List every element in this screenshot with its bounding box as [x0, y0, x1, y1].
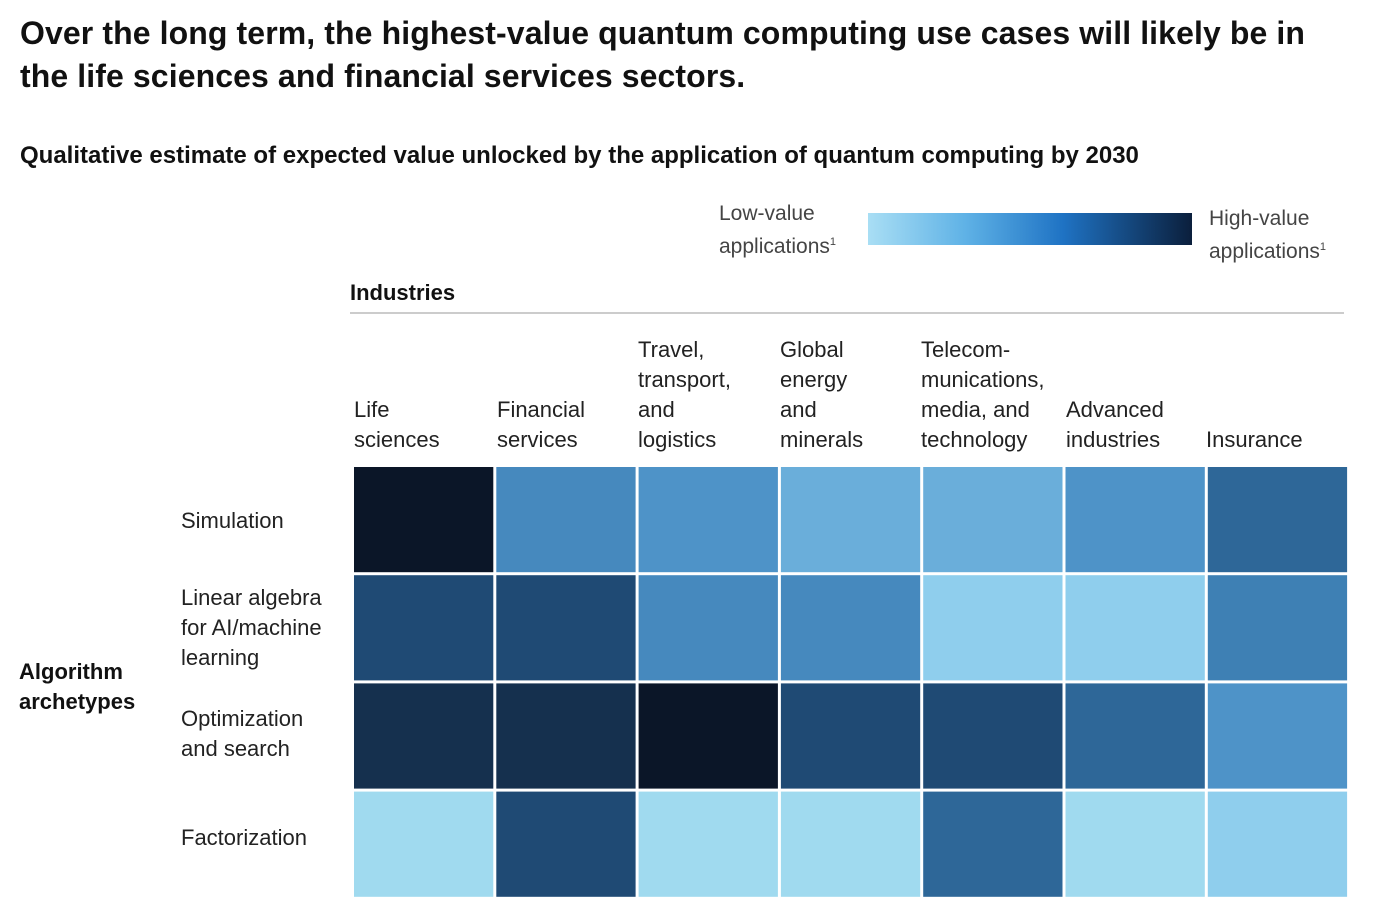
heatmap-cell-simulation-insurance	[1207, 467, 1348, 573]
column-label-financial-services: Financial services	[497, 397, 586, 452]
heatmap-cell-factorization-advanced-industries	[1065, 791, 1205, 897]
heatmap-cell-optimization-life-sciences	[354, 683, 494, 789]
legend-low-footnote: 1	[829, 236, 837, 248]
heatmap-cell-factorization-travel-transport	[638, 791, 778, 897]
archetypes-header: Algorithm archetypes	[19, 659, 136, 714]
heatmap-cell-optimization-financial-services	[496, 683, 636, 789]
heatmap-cell-factorization-telecom-munications	[923, 791, 1063, 897]
legend-gradient-bar	[868, 213, 1192, 245]
heatmap-cell-linear-telecom-munications	[923, 575, 1063, 681]
legend-low-label: Low-value applications1	[719, 200, 836, 261]
heatmap-cell-simulation-global-energy	[780, 467, 921, 573]
column-label-telecom-media-technology: Telecom- munications, media, and technol…	[921, 337, 1045, 452]
row-label-simulation: Simulation	[181, 508, 284, 533]
column-label-life-sciences: Life sciences	[354, 397, 440, 452]
heatmap-cell-factorization-life-sciences	[354, 791, 494, 897]
legend-low-text: Low-value applications	[719, 202, 830, 258]
heatmap-cell-simulation-telecom-munications	[923, 467, 1063, 573]
industries-header: Industries	[350, 280, 456, 305]
column-label-travel-transport-logistics: Travel, transport, and logistics	[638, 337, 731, 452]
heatmap-cell-linear-financial-services	[496, 575, 636, 681]
heatmap-cell-simulation-life-sciences	[354, 467, 494, 573]
heatmap-cell-optimization-insurance	[1207, 683, 1348, 789]
column-label-insurance: Insurance	[1206, 427, 1303, 452]
row-label-factorization: Factorization	[181, 825, 307, 850]
heatmap-cell-factorization-global-energy	[780, 791, 921, 897]
heatmap-cell-optimization-travel-transport	[638, 683, 778, 789]
heatmap-cell-optimization-global-energy	[780, 683, 921, 789]
heatmap-cell-factorization-financial-services	[496, 791, 636, 897]
column-label-advanced-industries: Advanced industries	[1066, 397, 1164, 452]
heatmap-cell-simulation-financial-services	[496, 467, 636, 573]
headline: Over the long term, the highest-value qu…	[20, 15, 1306, 94]
industries-divider	[350, 312, 1344, 314]
heatmap-cell-optimization-telecom-munications	[923, 683, 1063, 789]
heatmap-cell-linear-global-energy	[780, 575, 921, 681]
heatmap-cell-linear-advanced-industries	[1065, 575, 1205, 681]
heatmap-cell-optimization-advanced-industries	[1065, 683, 1205, 789]
legend-high-label: High-value applications1	[1209, 205, 1326, 266]
heatmap-cell-simulation-travel-transport	[638, 467, 778, 573]
column-label-global-energy-minerals: Global energy and minerals	[780, 337, 864, 452]
heatmap-cell-linear-travel-transport	[638, 575, 778, 681]
heatmap-cell-simulation-advanced-industries	[1065, 467, 1205, 573]
chart-subtitle: Qualitative estimate of expected value u…	[20, 142, 1139, 169]
legend-high-text: High-value applications	[1209, 207, 1320, 263]
legend-high-footnote: 1	[1319, 241, 1327, 253]
row-label-linear-algebra: Linear algebra for AI/machine learning	[181, 585, 322, 670]
row-label-optimization: Optimization and search	[181, 706, 304, 761]
heatmap-cell-linear-life-sciences	[354, 575, 494, 681]
heatmap-cell-linear-insurance	[1207, 575, 1348, 681]
heatmap-cell-factorization-insurance	[1207, 791, 1348, 897]
